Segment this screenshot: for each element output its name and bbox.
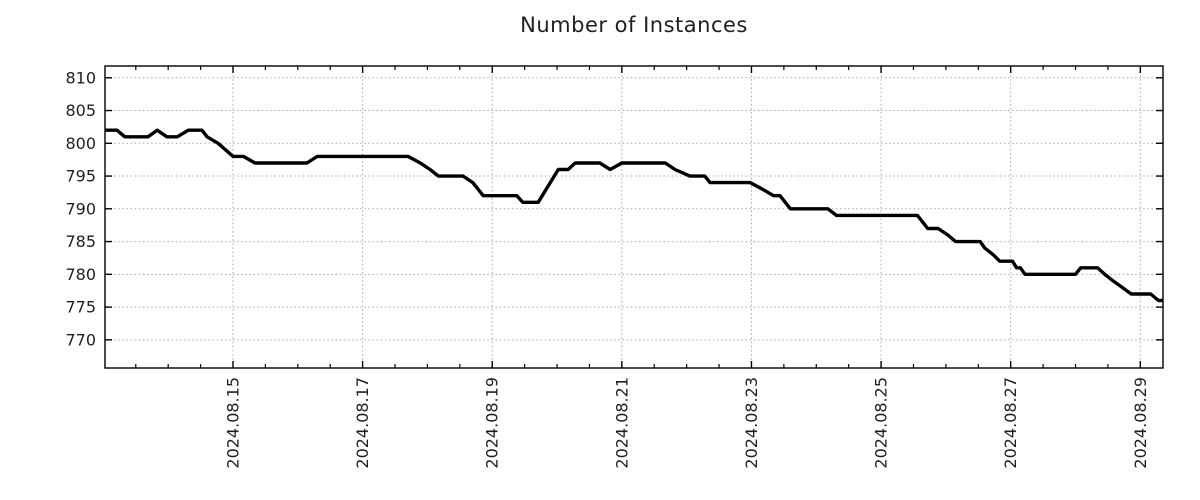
chart-title: Number of Instances [520, 13, 748, 37]
x-tick-label: 2024.08.25 [872, 377, 891, 469]
y-tick-label: 790 [65, 199, 96, 218]
y-tick-label: 795 [65, 167, 96, 186]
x-tick-label: 2024.08.23 [742, 377, 761, 469]
y-tick-label: 775 [65, 298, 96, 317]
y-tick-label: 780 [65, 265, 96, 284]
y-tick-label: 770 [65, 330, 96, 349]
x-tick-label: 2024.08.21 [612, 377, 631, 469]
x-tick-label: 2024.08.29 [1131, 377, 1150, 469]
y-tick-label: 800 [65, 134, 96, 153]
series-line-instances [105, 128, 1163, 303]
x-tick-label: 2024.08.17 [353, 377, 372, 469]
y-tick-label: 785 [65, 232, 96, 251]
y-tick-label: 805 [65, 101, 96, 120]
x-tick-label: 2024.08.15 [223, 377, 242, 469]
x-tick-label: 2024.08.27 [1001, 377, 1020, 469]
y-tick-label: 810 [65, 68, 96, 87]
x-tick-label: 2024.08.19 [483, 377, 502, 469]
plot-border [104, 65, 1164, 369]
